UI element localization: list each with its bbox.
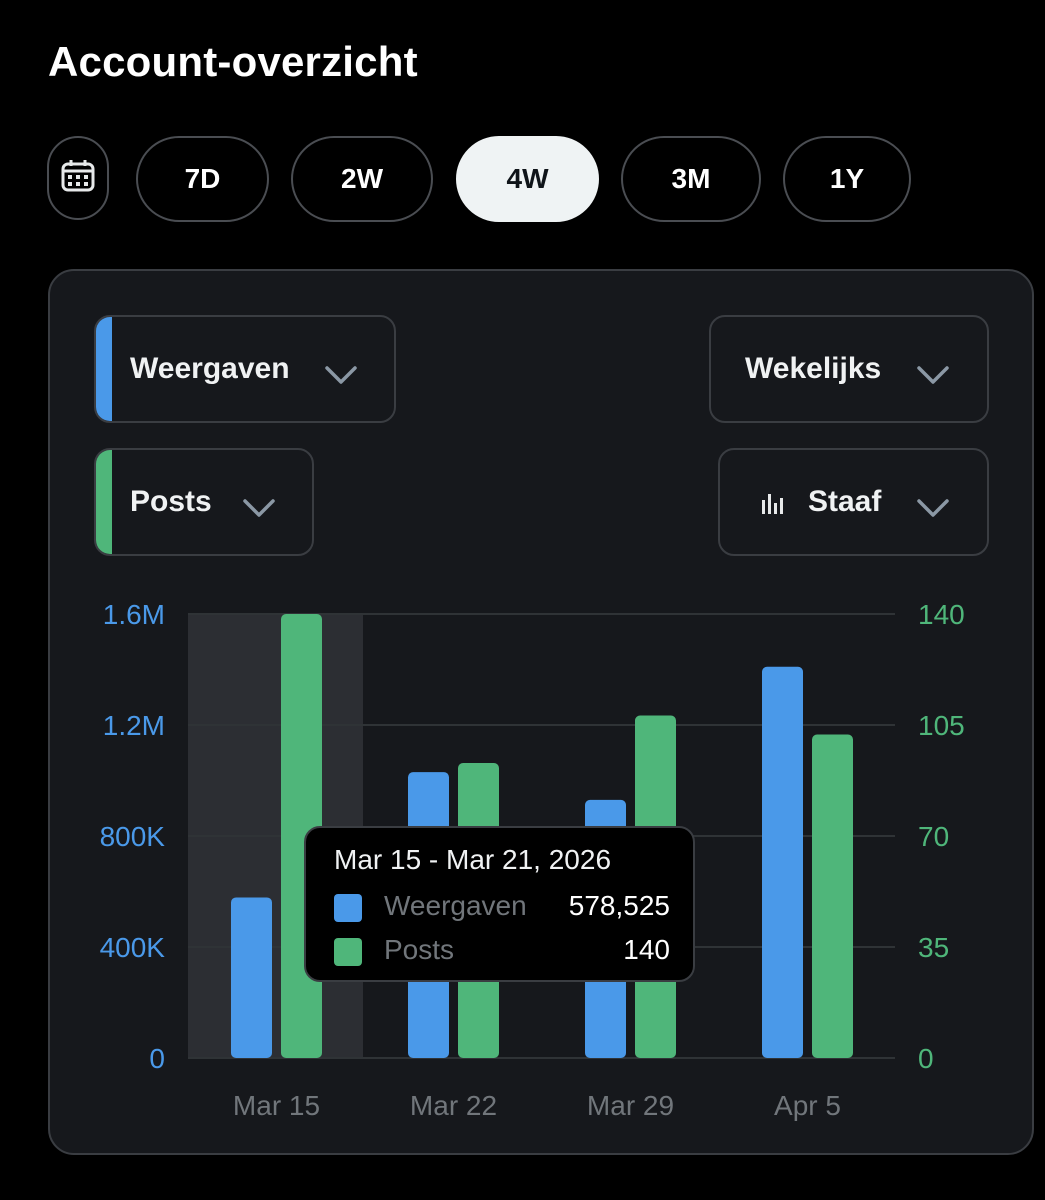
tooltip-series-value: 140 [623, 934, 670, 965]
calendar-icon [61, 159, 95, 198]
tooltip-series-value: 578,525 [568, 890, 670, 921]
metric1-color-stripe [96, 317, 112, 421]
metric1-selector[interactable]: Weergaven [94, 315, 396, 423]
interval-label: Wekelijks [745, 352, 882, 385]
tooltip-row-posts: Posts 140 [334, 934, 670, 968]
bar-weergaven-mar-15[interactable] [231, 897, 272, 1058]
bar-weergaven-apr-5[interactable] [762, 666, 803, 1058]
bar-chart-icon [760, 490, 786, 524]
x-tick-label: Apr 5 [774, 1090, 841, 1121]
x-tick-label: Mar 15 [233, 1090, 320, 1121]
y-left-tick-label: 400K [100, 932, 166, 963]
y-left-tick-label: 1.6M [103, 599, 165, 630]
x-tick-label: Mar 29 [587, 1090, 674, 1121]
metric1-label: Weergaven [130, 352, 290, 385]
period-4w-button[interactable]: 4W [456, 136, 599, 222]
chart-type-selector[interactable]: Staaf [718, 448, 989, 556]
tooltip-swatch [334, 894, 362, 922]
y-left-tick-label: 0 [149, 1043, 165, 1074]
metric2-label: Posts [130, 485, 212, 518]
page-title: Account-overzicht [48, 38, 418, 85]
y-left-tick-label: 800K [100, 821, 166, 852]
y-right-tick-label: 35 [918, 932, 949, 963]
calendar-button[interactable] [47, 136, 109, 220]
tooltip-series-name: Posts [384, 934, 455, 965]
tooltip-row-weergaven: Weergaven 578,525 [334, 890, 670, 924]
chevron-down-icon [242, 492, 276, 526]
y-left-tick-label: 1.2M [103, 710, 165, 741]
y-right-tick-label: 70 [918, 821, 949, 852]
period-2w-button[interactable]: 2W [291, 136, 433, 222]
chart-type-label: Staaf [808, 485, 882, 518]
chevron-down-icon [324, 359, 358, 393]
y-right-tick-label: 140 [918, 599, 965, 630]
period-3m-button[interactable]: 3M [621, 136, 761, 222]
period-7d-button[interactable]: 7D [136, 136, 269, 222]
metric2-selector[interactable]: Posts [94, 448, 314, 556]
y-right-tick-label: 105 [918, 710, 965, 741]
metric2-color-stripe [96, 450, 112, 554]
chevron-down-icon [916, 492, 950, 526]
tooltip-series-name: Weergaven [384, 890, 527, 921]
bar-posts-apr-5[interactable] [812, 734, 853, 1058]
x-tick-label: Mar 22 [410, 1090, 497, 1121]
tooltip-date-range: Mar 15 - Mar 21, 2026 [334, 844, 612, 875]
chevron-down-icon [916, 359, 950, 393]
tooltip-swatch [334, 938, 362, 966]
y-right-tick-label: 0 [918, 1043, 934, 1074]
chart-tooltip: Mar 15 - Mar 21, 2026 Weergaven 578,525 … [304, 826, 695, 982]
interval-selector[interactable]: Wekelijks [709, 315, 989, 423]
period-1y-button[interactable]: 1Y [783, 136, 911, 222]
